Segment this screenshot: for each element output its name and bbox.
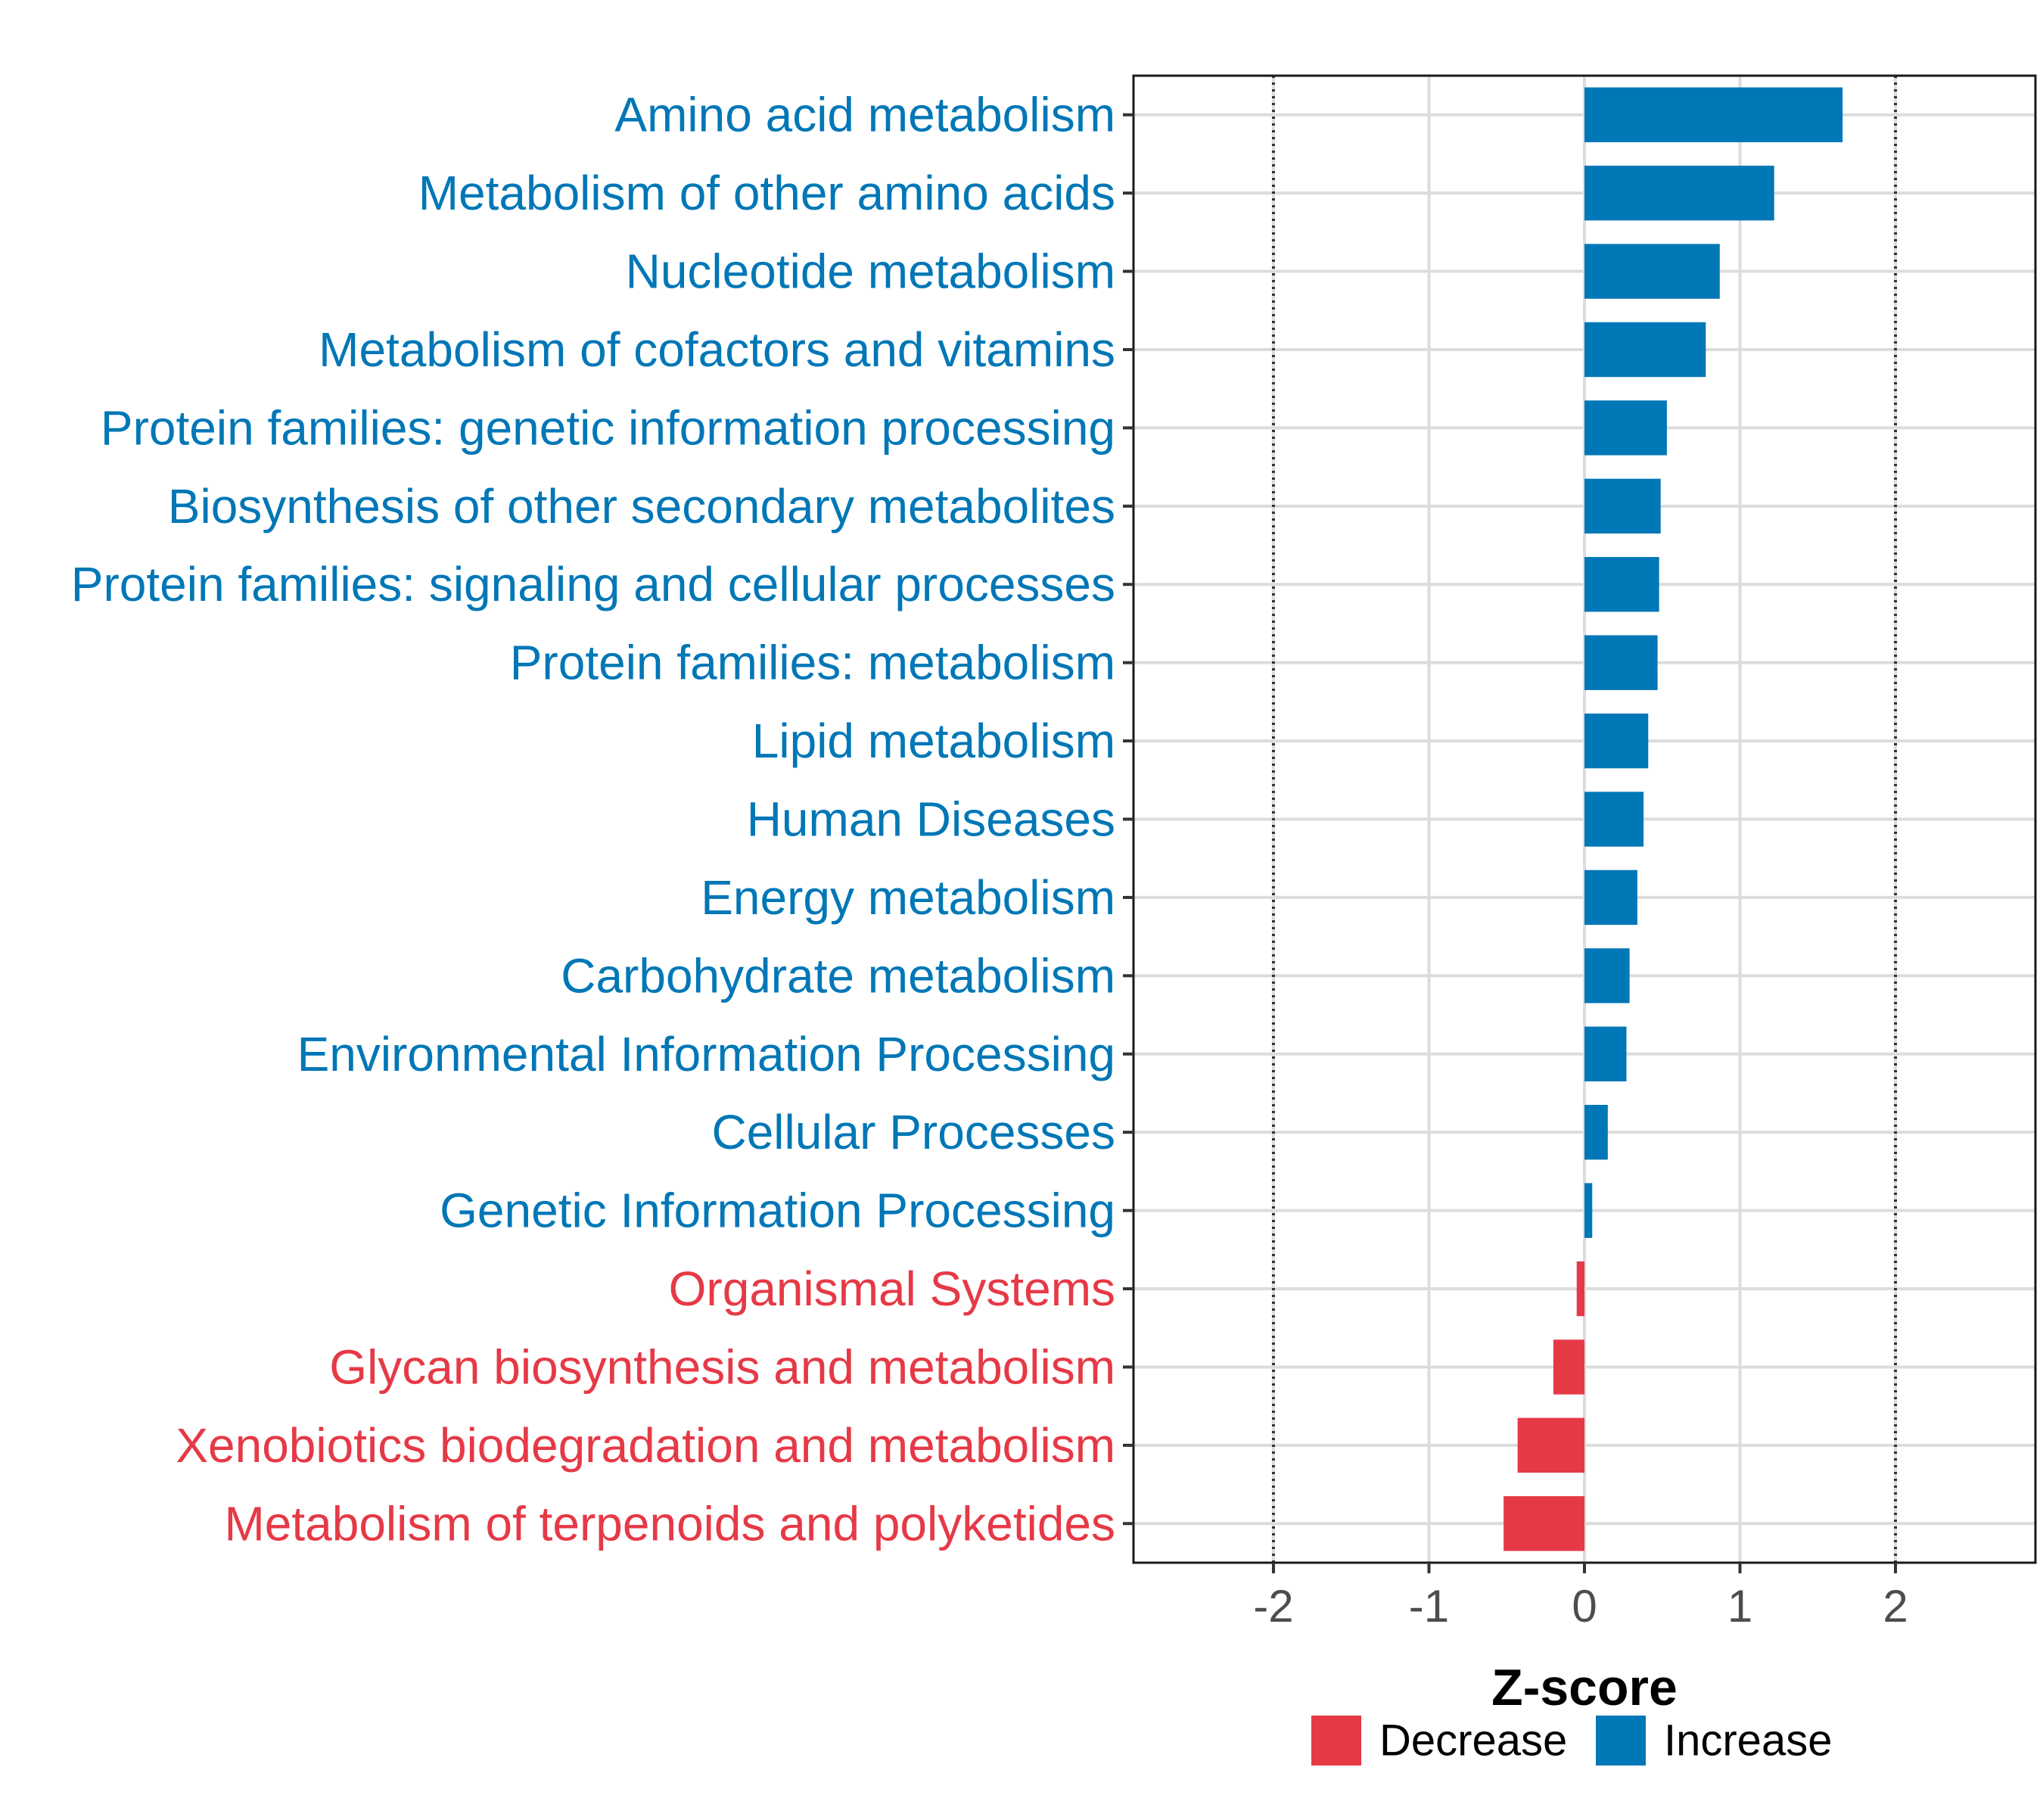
y-axis-category-label: Protein families: signaling and cellular… (71, 557, 1115, 611)
y-axis-category-label: Human Diseases (747, 792, 1115, 847)
bar (1584, 713, 1649, 769)
bar (1584, 1104, 1608, 1160)
y-axis-category-label: Metabolism of cofactors and vitamins (319, 322, 1115, 377)
y-axis-category-label: Genetic Information Processing (440, 1184, 1115, 1238)
bar (1584, 792, 1644, 847)
bar (1584, 87, 1843, 142)
x-axis-tick-label: -2 (1253, 1581, 1293, 1632)
bar (1584, 948, 1630, 1003)
y-axis-category-label: Protein families: genetic information pr… (101, 400, 1115, 455)
y-axis-category-label: Glycan biosynthesis and metabolism (329, 1339, 1115, 1394)
bar (1584, 244, 1720, 299)
bar (1584, 1026, 1627, 1081)
x-axis-tick-label: 2 (1883, 1581, 1908, 1632)
bar (1584, 1183, 1593, 1238)
legend-label: Increase (1664, 1716, 1832, 1766)
y-axis-category-label: Energy metabolism (701, 870, 1115, 925)
bar (1584, 557, 1659, 612)
x-axis-title: Z-score (1491, 1659, 1678, 1716)
y-axis-category-labels: Amino acid metabolism Metabolism of other… (71, 88, 1115, 1551)
x-axis-tick-label: 1 (1727, 1581, 1752, 1632)
bar (1576, 1261, 1584, 1317)
y-axis-ticks (1123, 113, 1133, 1526)
bar (1503, 1496, 1584, 1551)
y-axis-category-label: Lipid metabolism (752, 714, 1115, 768)
bar (1584, 870, 1637, 926)
y-axis-category-label: Nucleotide metabolism (626, 244, 1115, 299)
bar (1584, 400, 1667, 456)
bar (1584, 165, 1774, 221)
y-axis-category-label: Carbohydrate metabolism (561, 948, 1115, 1003)
legend: Decrease Increase (1311, 1716, 1832, 1766)
reference-lines (1271, 76, 1898, 1563)
y-axis-category-label: Metabolism of terpenoids and polyketides (224, 1496, 1115, 1551)
bar (1584, 322, 1706, 378)
y-axis-category-label: Environmental Information Processing (297, 1027, 1115, 1081)
y-axis-category-label: Cellular Processes (711, 1105, 1115, 1159)
legend-label: Decrease (1379, 1716, 1567, 1766)
x-axis-tick-label: 0 (1572, 1581, 1597, 1632)
x-axis-tick-label: -1 (1409, 1581, 1449, 1632)
x-axis-ticks: -2 -1 0 1 2 (1253, 1563, 1908, 1632)
bars (1503, 87, 1843, 1551)
bar (1584, 635, 1658, 690)
bar (1553, 1339, 1584, 1395)
legend-key (1596, 1716, 1646, 1766)
y-axis-category-label: Biosynthesis of other secondary metaboli… (168, 479, 1115, 534)
bar (1517, 1417, 1584, 1473)
bar (1584, 478, 1661, 534)
y-axis-category-label: Xenobiotics biodegradation and metabolis… (176, 1418, 1115, 1473)
y-axis-category-label: Protein families: metabolism (510, 636, 1115, 690)
y-axis-category-label: Organismal Systems (669, 1262, 1115, 1316)
y-axis-category-label: Metabolism of other amino acids (418, 166, 1115, 220)
legend-key (1311, 1716, 1361, 1766)
y-axis-category-label: Amino acid metabolism (614, 88, 1115, 142)
